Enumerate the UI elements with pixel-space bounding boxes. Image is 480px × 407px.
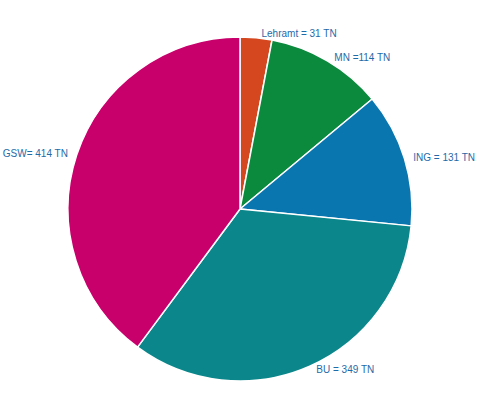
svg-text:GSW= 414 TN: GSW= 414 TN <box>3 148 68 159</box>
svg-text:Lehramt = 31 TN: Lehramt = 31 TN <box>261 28 336 39</box>
svg-text:BU = 349 TN: BU = 349 TN <box>316 364 374 375</box>
svg-text:MN =114 TN: MN =114 TN <box>334 52 390 63</box>
svg-text:ING = 131 TN: ING = 131 TN <box>413 152 475 163</box>
